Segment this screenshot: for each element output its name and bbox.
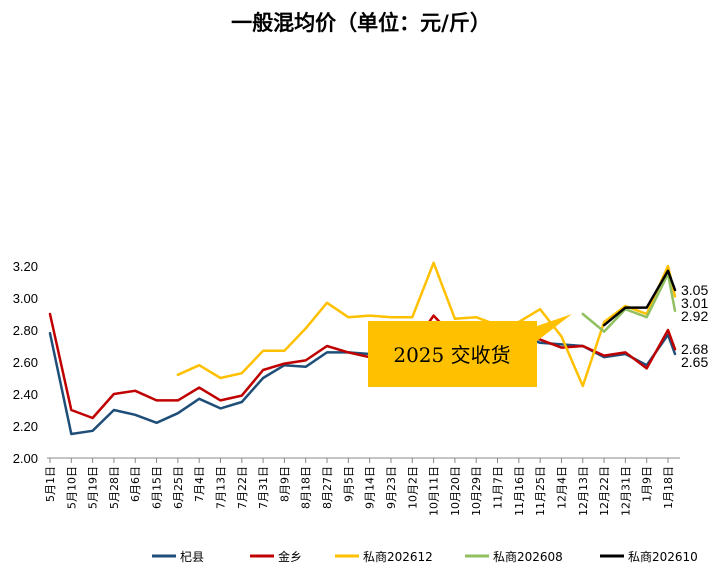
series-end-label: 2.65 [681, 354, 708, 370]
legend-label: 金乡 [278, 549, 302, 564]
y-tick-label: 2.00 [13, 451, 38, 466]
x-tick-label: 10月11日 [428, 466, 441, 516]
x-tick-label: 5月10日 [65, 466, 78, 509]
series-end-label: 2.92 [681, 308, 708, 324]
x-tick-label: 6月25日 [172, 466, 185, 509]
x-tick-label: 11月25日 [534, 466, 547, 516]
end-value-labels: 3.053.012.92 2.682.65 [681, 282, 708, 370]
annotation-text: 2025 交收货 [393, 343, 510, 367]
x-tick-label: 1月18日 [662, 466, 675, 509]
series-line [176, 261, 677, 388]
x-tick-label: 9月5日 [342, 466, 355, 502]
series-line [602, 269, 677, 327]
series-end-label: 2.68 [681, 341, 708, 357]
x-tick-label: 7月13日 [214, 466, 227, 509]
series-end-label: 3.01 [681, 295, 708, 311]
x-tick-label: 5月28日 [108, 466, 121, 509]
y-tick-label: 2.80 [13, 323, 38, 338]
x-tick-label: 12月31日 [619, 466, 632, 516]
x-tick-label: 8月27日 [321, 466, 334, 509]
annotation-box [368, 314, 572, 387]
legend-label: 私商202608 [493, 549, 563, 564]
x-tick-label: 6月15日 [151, 466, 164, 509]
x-tick-label: 10月29日 [470, 466, 483, 516]
y-tick-label: 2.60 [13, 355, 38, 370]
x-tick-label: 6月6日 [129, 466, 142, 502]
y-tick-label: 2.20 [13, 419, 38, 434]
x-tick-label: 9月23日 [385, 466, 398, 509]
y-tick-label: 2.40 [13, 387, 38, 402]
x-tick-label: 5月1日 [44, 466, 57, 502]
x-tick-label: 1月9日 [641, 466, 654, 502]
x-tick-label: 10月20日 [449, 466, 462, 516]
x-tick-label: 5月19日 [87, 466, 100, 509]
x-tick-label: 12月13日 [577, 466, 590, 516]
x-tick-label: 12月22日 [598, 466, 611, 516]
x-tick-label: 7月31日 [257, 466, 270, 509]
legend-label: 私商202612 [363, 549, 433, 564]
y-tick-label: 3.00 [13, 291, 38, 306]
x-tick-label: 11月16日 [513, 466, 526, 516]
chart-title: 一般混均价（单位：元/斤） [231, 10, 491, 35]
y-axis-ticks: 2.00 2.20 2.40 2.60 2.80 3.00 3.20 [13, 259, 38, 466]
x-tick-label: 12月4日 [555, 466, 568, 509]
annotation-callout: 2025 交收货 [368, 314, 572, 387]
x-tick-label: 11月7日 [492, 466, 505, 509]
legend-label: 私商202610 [628, 549, 698, 564]
legend: 杞县 金乡 私商202612 私商202608 私商202610 [152, 549, 698, 564]
x-axis: 5月1日 5月10日 5月19日 5月28日 6月6日 6月15日 6月25日 7月4日 7月1… [44, 457, 680, 516]
x-tick-label: 8月18日 [300, 466, 313, 509]
legend-label: 杞县 [180, 550, 204, 564]
series-end-label: 3.05 [681, 282, 708, 298]
x-tick-label: 9月14日 [364, 466, 377, 509]
series-line [581, 272, 677, 333]
x-tick-label: 10月2日 [406, 466, 419, 509]
y-tick-label: 3.20 [13, 259, 38, 274]
x-tick-label: 7月22日 [236, 466, 249, 509]
x-tick-label: 8月9日 [278, 466, 291, 502]
x-tick-label: 7月4日 [193, 466, 206, 502]
